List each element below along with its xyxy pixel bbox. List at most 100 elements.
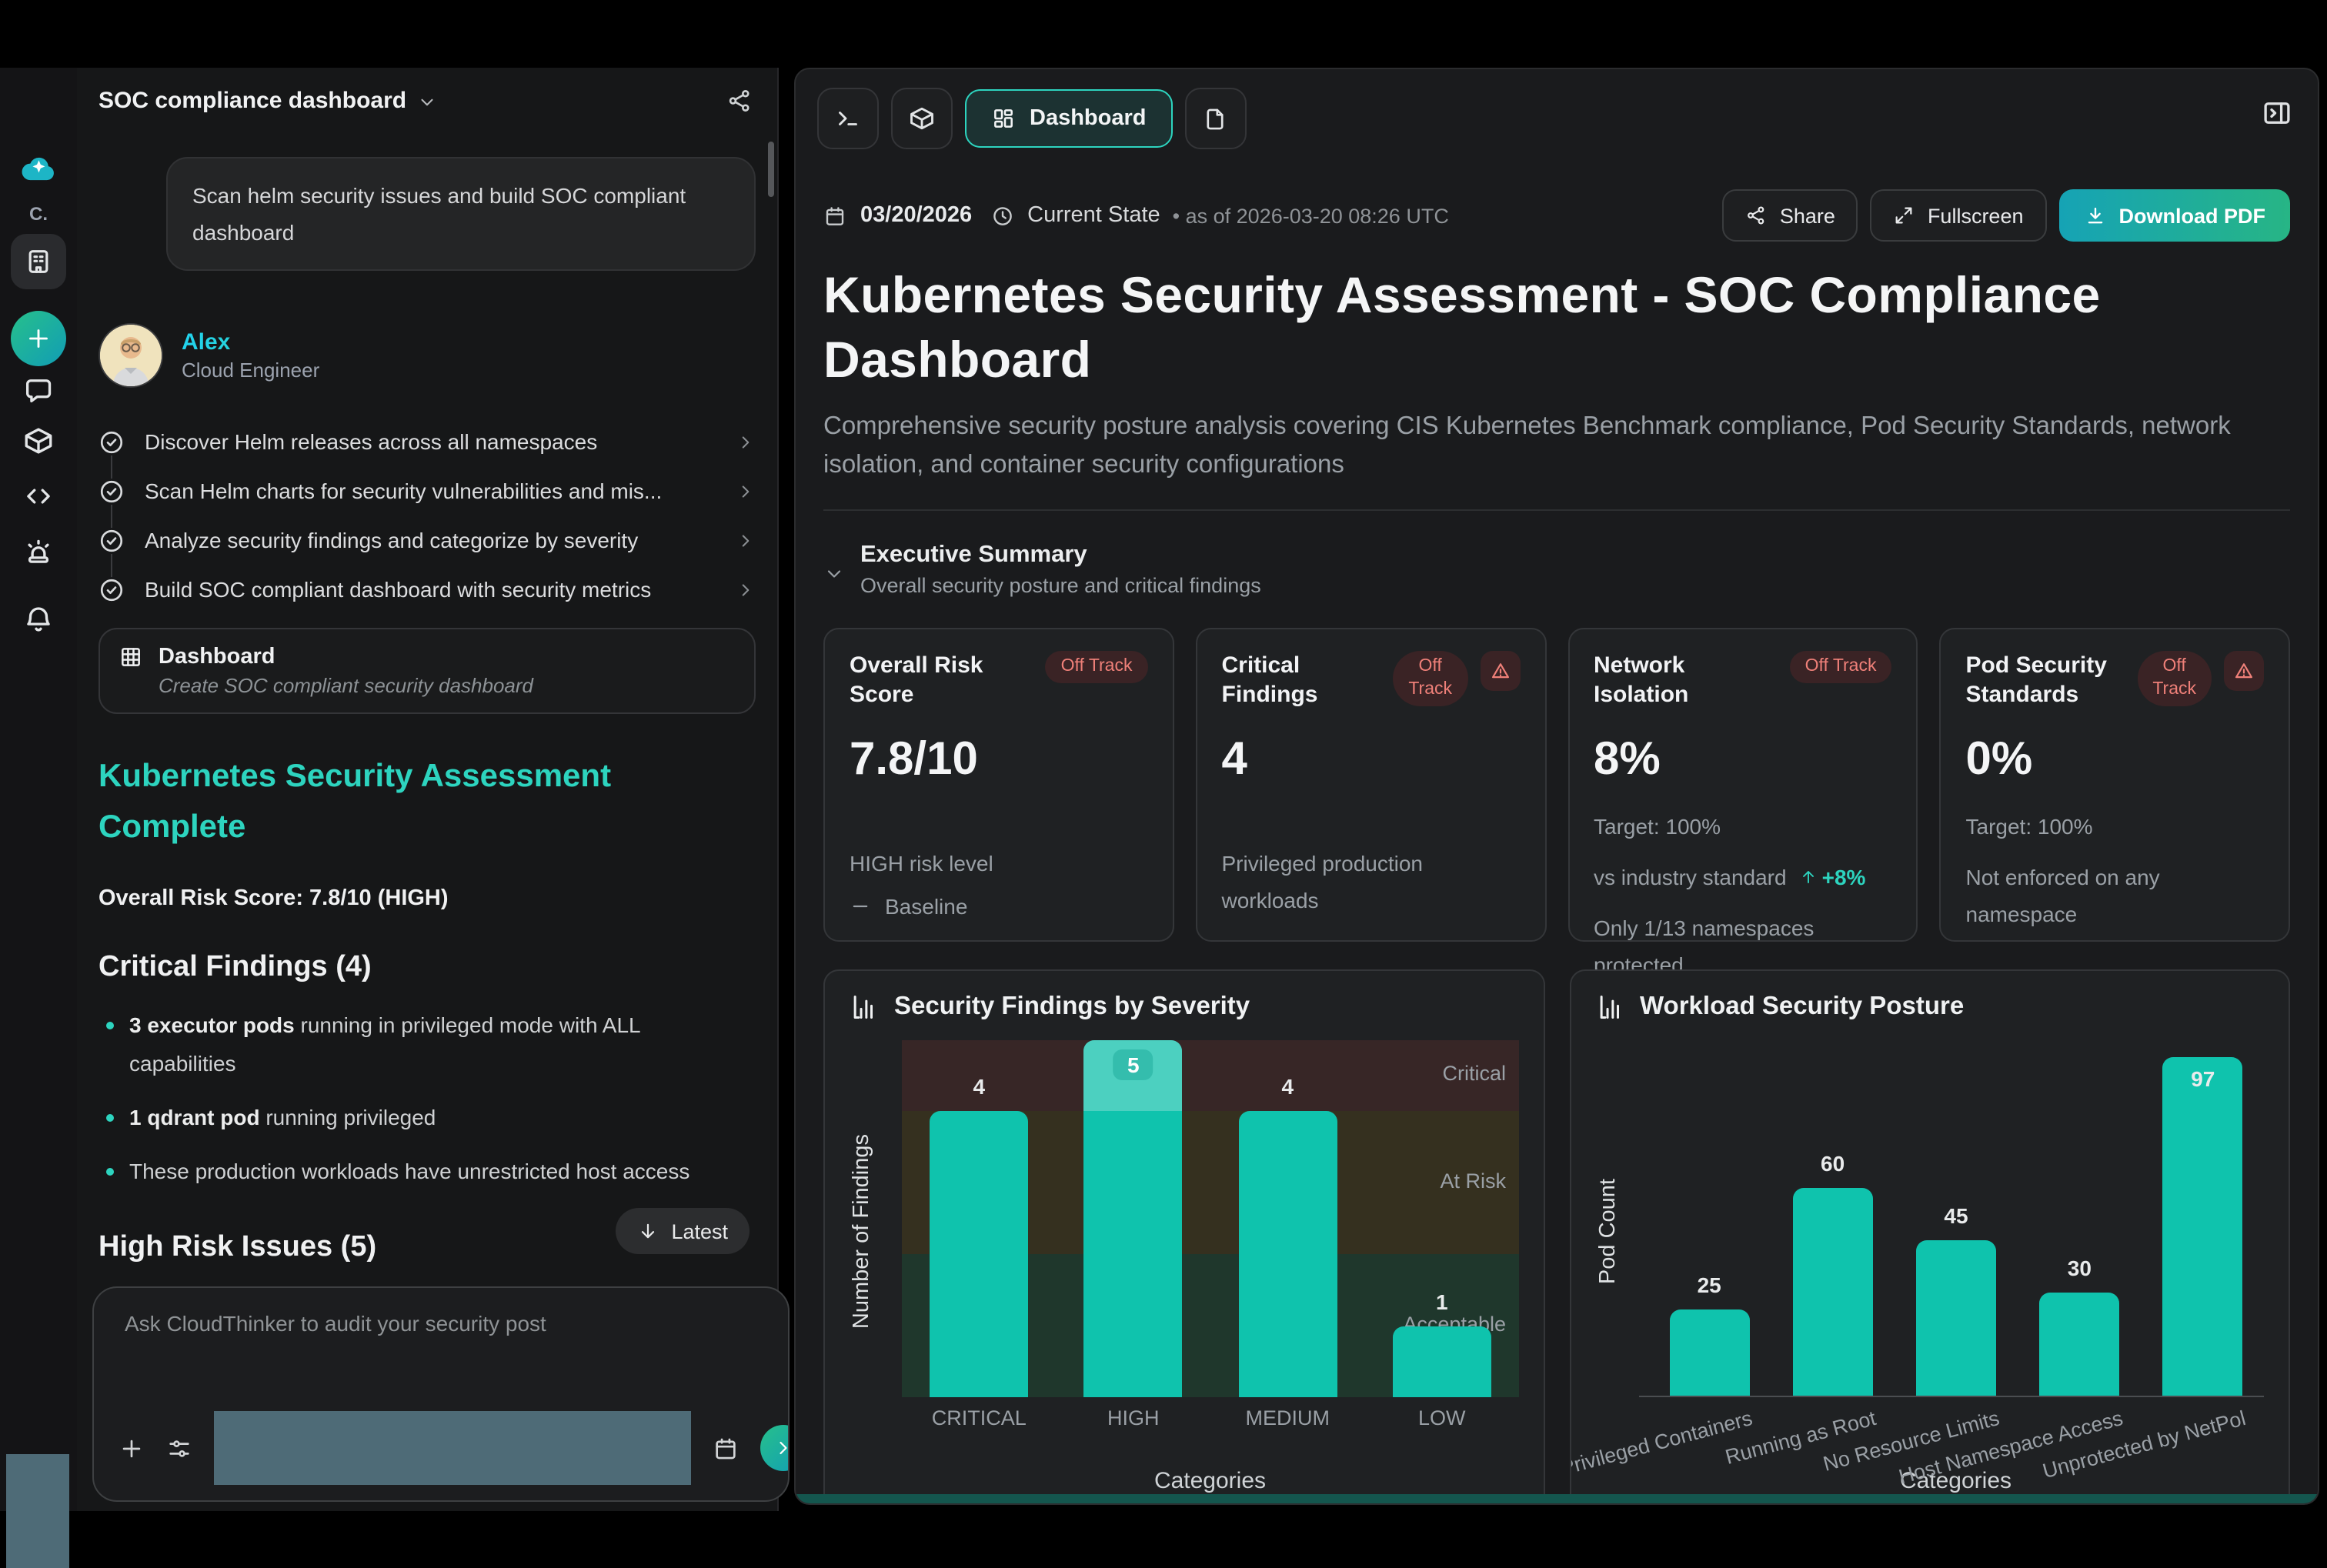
section-executive-summary[interactable]: Executive Summary Overall security postu… bbox=[823, 542, 2290, 597]
terminal-icon bbox=[834, 105, 862, 132]
divider bbox=[823, 509, 2290, 511]
attach-plus-icon[interactable] bbox=[119, 1435, 145, 1461]
sidebar-item-chats[interactable] bbox=[22, 374, 55, 406]
fullscreen-icon bbox=[1894, 205, 1915, 226]
finding-item: 3 executor pods running in privileged mo… bbox=[98, 1006, 717, 1083]
bar-value-label: 4 bbox=[1281, 1075, 1294, 1099]
latest-label: Latest bbox=[671, 1219, 728, 1243]
agent-identity: Alex Cloud Engineer bbox=[98, 323, 756, 388]
calendar-icon[interactable] bbox=[713, 1435, 739, 1461]
x-ticks: Privileged ContainersRunning as RootNo R… bbox=[1648, 1397, 2264, 1468]
arrow-down-icon bbox=[637, 1220, 659, 1242]
dashboard-content: 03/20/2026 Current State • as of 2026-03… bbox=[823, 177, 2290, 1505]
metric-card-network-isolation: Network Isolation Off Track 8% Target: 1… bbox=[1567, 628, 1918, 942]
bar-MEDIUM[interactable] bbox=[1238, 1112, 1337, 1397]
app-window: C. SOC compliance dashboard bbox=[0, 0, 2327, 1511]
status-badge: Off Track bbox=[1790, 651, 1892, 683]
download-pdf-button[interactable]: Download PDF bbox=[2059, 189, 2291, 242]
scroll-to-latest-button[interactable]: Latest bbox=[616, 1208, 750, 1254]
card-value: 4 bbox=[1222, 734, 1521, 786]
artifact-subtitle: Create SOC compliant security dashboard bbox=[159, 674, 736, 697]
metric-cards-row: Overall Risk Score Off Track 7.8/10 HIGH… bbox=[823, 628, 2290, 942]
sliders-icon[interactable] bbox=[166, 1435, 192, 1461]
artifact-card-dashboard[interactable]: Dashboard Create SOC compliant security … bbox=[98, 628, 756, 714]
chevron-down-icon bbox=[417, 92, 437, 112]
plot-area: 2560453097 bbox=[1648, 1040, 2264, 1397]
bar-LOW[interactable] bbox=[1393, 1326, 1491, 1397]
check-circle-icon bbox=[98, 429, 125, 455]
report-state: Current State bbox=[990, 203, 1160, 228]
artifact-title: Dashboard bbox=[159, 645, 275, 669]
bar-Host Namespace Access[interactable] bbox=[2039, 1293, 2119, 1397]
conversation-title-menu[interactable]: SOC compliance dashboard bbox=[98, 88, 437, 114]
bar-value-label: 45 bbox=[1944, 1203, 1968, 1227]
document-view-button[interactable] bbox=[1185, 88, 1247, 149]
task-row[interactable]: Build SOC compliant dashboard with secur… bbox=[98, 572, 756, 606]
x-tick: MEDIUM bbox=[1246, 1406, 1330, 1430]
chart-title: Security Findings by Severity bbox=[894, 993, 1250, 1022]
check-circle-icon bbox=[98, 576, 125, 602]
bar-value-label: 30 bbox=[2068, 1256, 2092, 1280]
plus-icon bbox=[25, 325, 52, 352]
bar-value-label: 25 bbox=[1698, 1273, 1721, 1297]
card-title: Network Isolation bbox=[1594, 651, 1778, 709]
share-conversation-button[interactable] bbox=[726, 88, 753, 114]
card-value: 8% bbox=[1594, 734, 1892, 786]
share-button[interactable]: Share bbox=[1723, 189, 1858, 242]
warning-chip bbox=[2224, 651, 2264, 691]
chevron-right-icon bbox=[736, 481, 756, 501]
card-target: Target: 100% bbox=[1966, 808, 2265, 845]
check-circle-icon bbox=[98, 478, 125, 504]
section-title: Executive Summary bbox=[860, 542, 1261, 569]
download-icon bbox=[2084, 204, 2107, 227]
sidebar-item-notifications[interactable] bbox=[22, 603, 55, 636]
status-badge: Off Track bbox=[1393, 651, 1467, 706]
chevron-right-icon bbox=[736, 432, 756, 452]
sidebar-item-resources[interactable] bbox=[22, 425, 55, 457]
artifact-toolbar: Dashboard bbox=[817, 88, 1247, 149]
finding-item: 1 qdrant pod running privileged bbox=[98, 1099, 717, 1137]
send-button[interactable] bbox=[760, 1425, 790, 1471]
band-critical bbox=[902, 1040, 1518, 1112]
collapse-panel-button[interactable] bbox=[2261, 97, 2293, 129]
composer-input[interactable] bbox=[122, 1309, 760, 1337]
status-badge: Off Track bbox=[1046, 651, 1148, 683]
new-chat-button[interactable] bbox=[11, 311, 66, 366]
task-row[interactable]: Discover Helm releases across all namesp… bbox=[98, 425, 756, 459]
bar-No Resource Limits[interactable] bbox=[1916, 1239, 1996, 1397]
share-nodes-icon bbox=[726, 88, 753, 114]
cube-icon bbox=[22, 425, 55, 457]
task-row[interactable]: Analyze security findings and categorize… bbox=[98, 523, 756, 557]
tab-dashboard[interactable]: Dashboard bbox=[965, 89, 1173, 148]
sidebar-item-organization[interactable] bbox=[11, 234, 66, 289]
card-title: Pod Security Standards bbox=[1966, 651, 2125, 709]
card-baseline: Baseline bbox=[850, 894, 1148, 919]
bar-CRITICAL[interactable] bbox=[930, 1112, 1028, 1397]
task-row[interactable]: Scan Helm charts for security vulnerabil… bbox=[98, 474, 756, 508]
task-label: Discover Helm releases across all namesp… bbox=[145, 429, 736, 454]
card-value: 7.8/10 bbox=[850, 734, 1148, 786]
terminal-view-button[interactable] bbox=[817, 88, 879, 149]
agent-name: Alex bbox=[182, 329, 319, 355]
bar-HIGH[interactable] bbox=[1084, 1040, 1183, 1397]
warning-triangle-icon bbox=[2233, 660, 2255, 682]
sidebar-item-code[interactable] bbox=[22, 480, 55, 512]
sidebar-item-alerts[interactable] bbox=[22, 535, 55, 568]
metric-card-overall-risk: Overall Risk Score Off Track 7.8/10 HIGH… bbox=[823, 628, 1174, 942]
share-nodes-icon bbox=[1746, 205, 1768, 226]
siren-icon bbox=[22, 535, 55, 568]
conversation-title: SOC compliance dashboard bbox=[98, 88, 406, 114]
x-ticks: CRITICALHIGHMEDIUMLOW bbox=[902, 1397, 1518, 1468]
resources-view-button[interactable] bbox=[891, 88, 953, 149]
bar-value-label: 60 bbox=[1821, 1150, 1845, 1175]
cloudthinker-logo[interactable] bbox=[18, 149, 58, 189]
conversation-scroll-area: Scan helm security issues and build SOC … bbox=[77, 138, 777, 1286]
bar-Running as Root[interactable] bbox=[1793, 1187, 1873, 1397]
bar-Unprotected by NetPol[interactable] bbox=[2163, 1058, 2243, 1397]
bar-Privileged Containers[interactable] bbox=[1669, 1309, 1749, 1397]
user-message-bubble: Scan helm security issues and build SOC … bbox=[166, 157, 756, 271]
building-icon bbox=[23, 246, 54, 277]
attachment-preview[interactable] bbox=[214, 1411, 691, 1485]
x-tick: CRITICAL bbox=[932, 1406, 1027, 1430]
fullscreen-button[interactable]: Fullscreen bbox=[1871, 189, 2047, 242]
